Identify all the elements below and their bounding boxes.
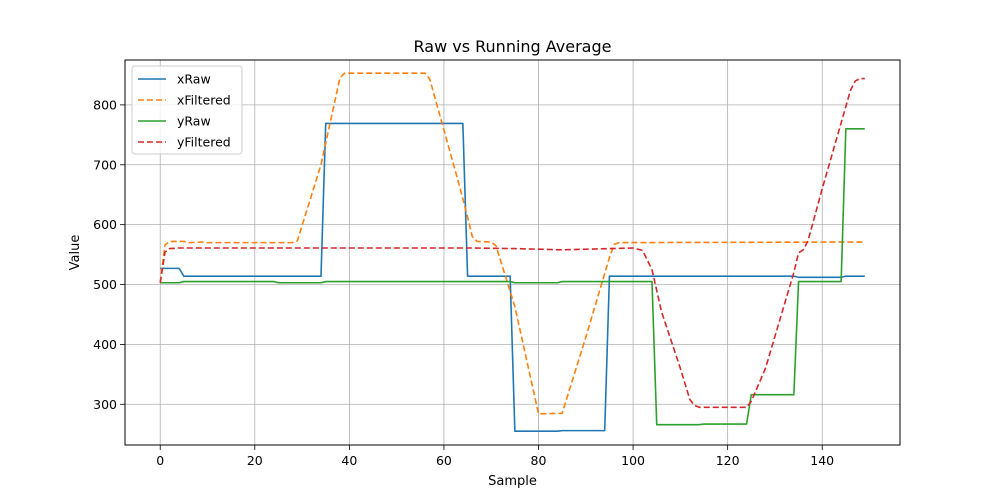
x-tick-label: 120	[716, 453, 740, 468]
axis-ticks: 0 20 40 60 80 100 120 140 300 400 500 600 700 800	[93, 97, 834, 468]
chart-title: Raw vs Running Average	[414, 37, 612, 56]
legend-label-xraw: xRaw	[177, 72, 211, 87]
legend-box	[131, 65, 243, 155]
x-tick-label: 100	[621, 453, 645, 468]
series-line-xfiltered	[159, 72, 865, 415]
x-tick-label: 140	[810, 453, 834, 468]
y-axis-label: Value	[68, 235, 83, 271]
plot-frame	[124, 59, 901, 446]
y-tick-label: 500	[93, 277, 117, 292]
y-tick-label: 700	[93, 157, 117, 172]
grid-lines	[125, 60, 900, 445]
y-tick-label: 600	[93, 217, 117, 232]
y-tick-label: 400	[93, 337, 117, 352]
x-axis-label: Sample	[488, 474, 537, 489]
series-lines	[159, 72, 865, 433]
y-tick-label: 300	[93, 397, 117, 412]
legend-label-xfiltered: xFiltered	[177, 93, 231, 108]
series-line-yraw	[160, 128, 865, 426]
x-tick-label: 80	[531, 453, 547, 468]
legend-label-yraw: yRaw	[177, 114, 211, 129]
series-line-yfiltered	[159, 77, 865, 409]
legend-label-yfiltered: yFiltered	[177, 135, 231, 150]
x-tick-label: 0	[156, 453, 164, 468]
x-tick-label: 40	[341, 453, 357, 468]
x-tick-label: 20	[247, 453, 263, 468]
x-tick-label: 60	[436, 453, 452, 468]
y-tick-label: 800	[93, 97, 117, 112]
series-line-xraw	[160, 122, 865, 433]
legend: xRaw xFiltered yRaw yFiltered	[131, 65, 243, 155]
